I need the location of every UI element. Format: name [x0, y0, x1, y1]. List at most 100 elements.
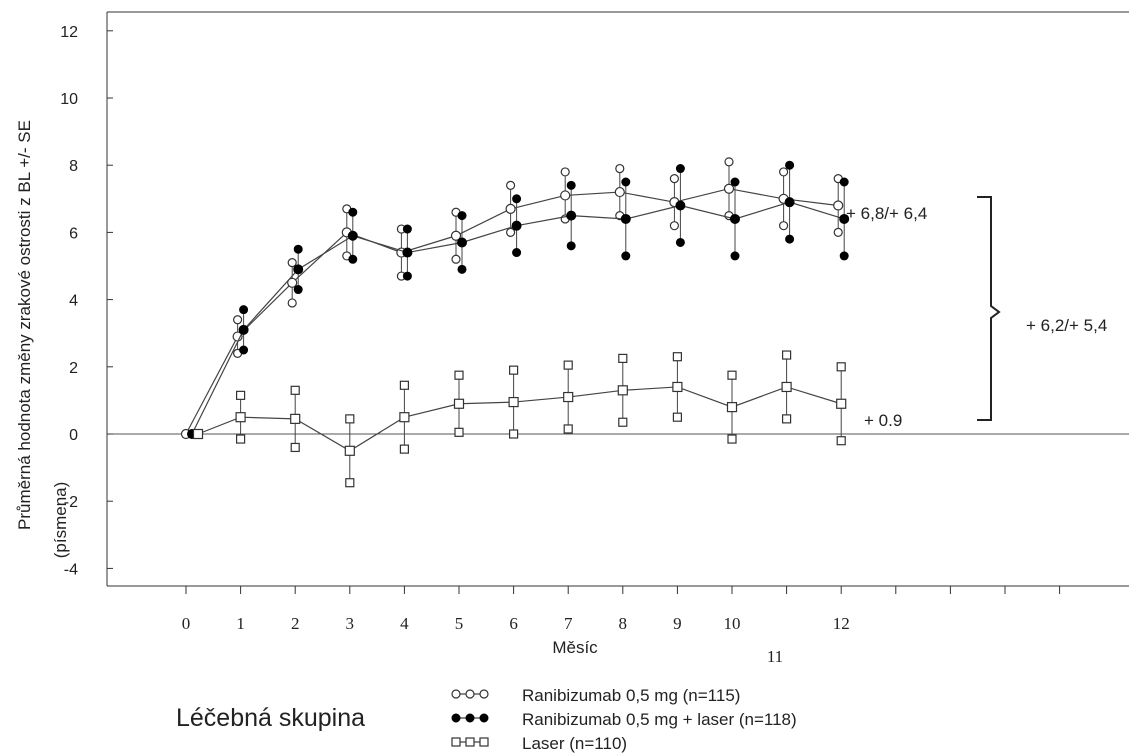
y-tick-label: 12 [60, 24, 78, 41]
error-cap-high [236, 390, 246, 400]
error-cap-low [730, 251, 740, 261]
data-point [511, 220, 522, 231]
error-cap-high [512, 194, 522, 204]
data-point [235, 412, 246, 423]
legend-label-ranibizumab-laser: Ranibizumab 0,5 mg + laser (n=118) [522, 710, 797, 729]
error-cap-high [675, 164, 685, 174]
x-tick-label: 9 [673, 614, 682, 633]
legend-marker [451, 713, 461, 723]
data-point [287, 277, 298, 288]
error-cap-high [563, 360, 573, 370]
error-cap-low [833, 227, 843, 237]
data-point [672, 381, 683, 393]
data-point [457, 237, 467, 248]
x-tick-label: 3 [346, 614, 355, 633]
annotation-combined: + 6,2/+ 5,4 [1026, 316, 1107, 335]
y-axis-unit: (písmena) [51, 482, 70, 559]
error-cap-low [836, 436, 846, 446]
legend-marker [479, 689, 489, 699]
error-cap-low [512, 248, 522, 258]
error-cap-high [778, 167, 789, 177]
error-cap-low [239, 345, 249, 355]
error-cap-high [287, 258, 297, 268]
legend-label-ranibizumab: Ranibizumab 0,5 mg (n=115) [522, 686, 740, 705]
data-point [617, 385, 628, 396]
error-cap-high [566, 180, 576, 190]
x-tick-label: 0 [182, 614, 191, 633]
error-cap-low [509, 429, 519, 439]
data-point [453, 398, 465, 409]
legend-marker [451, 689, 461, 699]
error-cap-high [836, 362, 846, 372]
data-point [614, 186, 625, 198]
x-tick-label: 10 [724, 614, 741, 633]
data-point [344, 445, 355, 456]
error-cap-high [621, 177, 631, 187]
x-tick-label: 5 [455, 614, 464, 633]
data-point [833, 200, 844, 211]
annotation-laser: + 0.9 [864, 411, 902, 430]
data-point [192, 428, 204, 440]
error-cap-high [560, 167, 570, 177]
error-cap-high [730, 177, 740, 187]
error-cap-high [727, 370, 737, 380]
series-group [180, 157, 850, 488]
error-cap-low [506, 227, 516, 237]
y-tick-label: 6 [69, 225, 78, 242]
legend-label-laser: Laser (n=110) [522, 734, 627, 753]
error-cap-high [402, 224, 412, 234]
x-tick-label: 7 [564, 614, 573, 633]
data-point [839, 213, 850, 224]
data-point [560, 190, 571, 201]
data-point [620, 213, 631, 224]
x-tick-label: 6 [509, 614, 518, 633]
legend: Léčebná skupina Ranibizumab 0,5 mg (n=11… [176, 686, 797, 753]
error-cap-low [290, 442, 300, 453]
data-point [399, 412, 410, 423]
error-cap-low [454, 427, 464, 437]
error-cap-low [778, 221, 789, 231]
error-cap-low [839, 251, 849, 261]
series-2 [192, 350, 847, 488]
error-cap-high [724, 157, 734, 167]
legend-marker [465, 713, 475, 723]
error-cap-high [457, 211, 467, 221]
error-cap-high [348, 207, 358, 217]
legend-marker [465, 689, 475, 699]
error-cap-high [669, 174, 680, 184]
data-point [563, 391, 574, 403]
y-axis-title: Průměrná hodnota změny zrakové ostrosti … [15, 120, 34, 530]
data-point [726, 402, 738, 413]
y-axis: 12 10 8 6 4 2 0 -2 -4 [60, 24, 113, 578]
error-cap-low [672, 412, 683, 422]
error-cap-low [236, 434, 246, 444]
data-point [290, 413, 301, 424]
data-point [566, 210, 577, 221]
error-cap-low [345, 478, 355, 488]
error-cap-high [233, 315, 243, 325]
data-point [347, 230, 358, 241]
error-cap-high [290, 385, 300, 395]
error-cap-low [563, 424, 573, 434]
y-tick-label: 4 [69, 293, 78, 310]
legend-marker [465, 737, 475, 747]
y-tick-label: -4 [64, 561, 78, 578]
data-point [450, 230, 462, 241]
data-point [723, 183, 735, 194]
brace [977, 196, 1001, 421]
error-cap-high [293, 244, 303, 254]
series-0 [180, 157, 844, 440]
x-axis-title: Měsíc [552, 638, 598, 657]
data-point [508, 396, 519, 408]
error-cap-low [457, 264, 467, 274]
x-axis: 0 1 2 3 4 5 6 7 8 9 10 12 [182, 586, 1061, 633]
data-point [238, 324, 249, 335]
error-cap-high [672, 352, 683, 362]
error-cap-high [781, 350, 792, 360]
error-cap-high [506, 180, 516, 190]
error-cap-high [618, 353, 628, 363]
error-cap-low [675, 237, 685, 247]
data-point [836, 398, 847, 409]
error-cap-high [454, 370, 464, 380]
